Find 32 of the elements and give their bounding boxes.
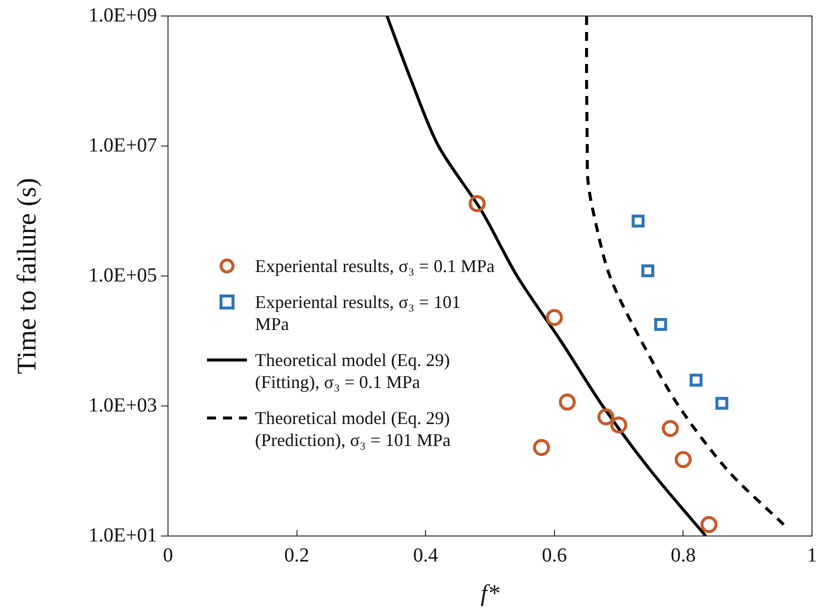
x-tick-label: 1 <box>807 544 817 566</box>
point <box>610 416 628 434</box>
point <box>597 408 614 426</box>
point <box>700 516 718 534</box>
point <box>641 264 654 278</box>
point <box>690 374 703 387</box>
point <box>674 451 692 468</box>
point <box>546 308 563 326</box>
legend-label: Theoretical model (Eq. 29) (Fitting), σ₃ = 0.1 MPa <box>255 349 451 393</box>
y-tick-label: 1.0E+01 <box>88 524 157 546</box>
x-tick-label: 0 <box>163 544 173 566</box>
x-tick-label: 0.8 <box>670 544 696 566</box>
x-tick-label: 0.4 <box>413 544 438 566</box>
legend-label: Experiental results, σ₃ = 101 MPa <box>255 291 462 335</box>
point <box>468 195 486 212</box>
legend-label: Experiental results, σ₃ = 0.1 MPa <box>255 255 495 277</box>
line-series <box>585 16 786 526</box>
point <box>662 420 679 438</box>
point <box>533 438 550 456</box>
x-axis-title: f* <box>480 580 500 607</box>
y-tick-label: 1.0E+07 <box>88 134 157 156</box>
point <box>632 214 645 228</box>
x-tick-label: 0.6 <box>542 544 567 566</box>
point <box>715 396 728 410</box>
point <box>558 394 576 411</box>
y-axis-title: Time to failure (s) <box>11 178 42 374</box>
point <box>654 318 668 331</box>
y-tick-label: 1.0E+05 <box>88 264 157 286</box>
y-tick-label: 1.0E+03 <box>88 394 157 416</box>
y-tick-label: 1.0E+09 <box>88 4 157 26</box>
legend-label: Theoretical model (Eq. 29) (Prediction), σ₃ = 101 MPa <box>255 407 452 451</box>
x-tick-label: 0.2 <box>284 544 310 566</box>
